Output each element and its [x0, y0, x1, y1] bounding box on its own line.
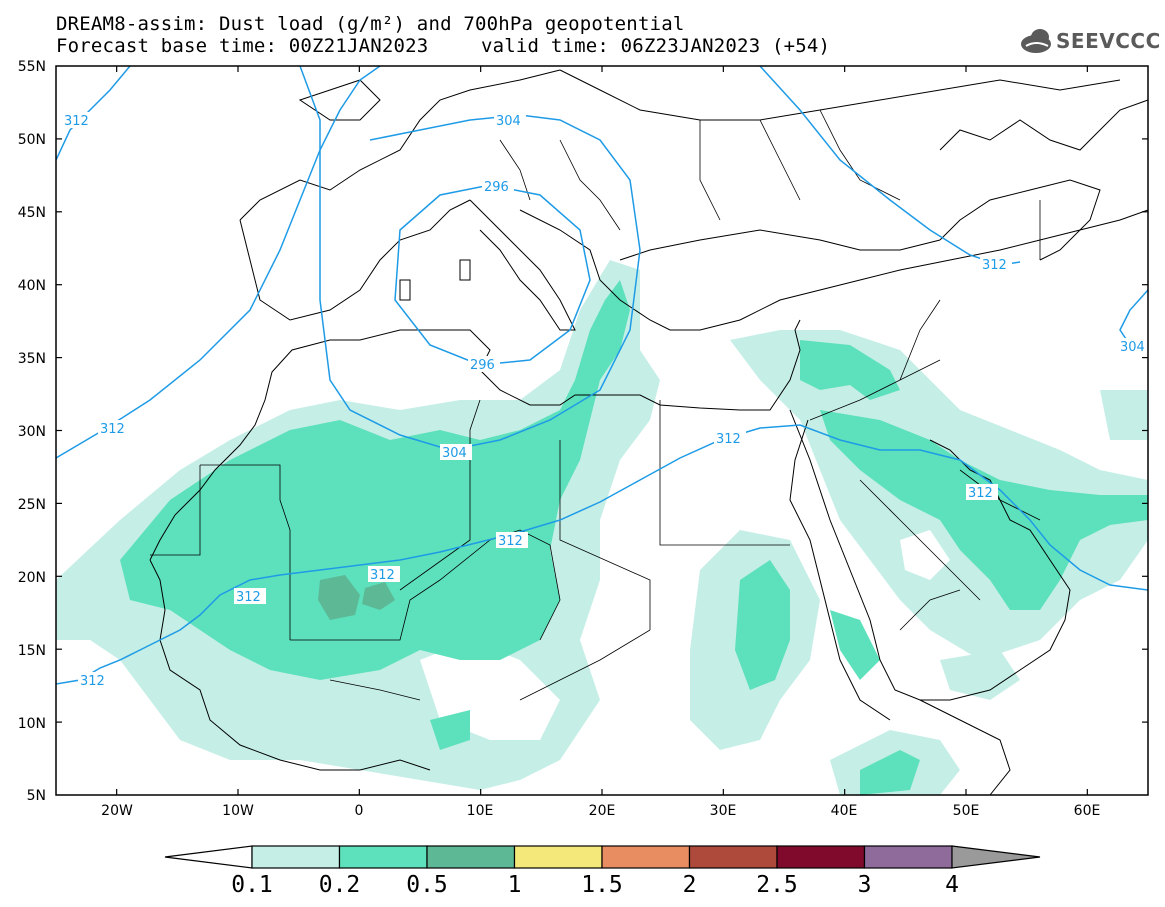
contour-label: 312	[370, 568, 395, 583]
geopotential-contours	[56, 66, 1148, 685]
colorbar-label: 0.2	[318, 872, 361, 898]
colorbar-label: 1.5	[581, 872, 623, 898]
lat-label: 5N	[27, 788, 46, 804]
contour-label: 312	[982, 258, 1007, 273]
colorbar-high-arrow	[951, 845, 1041, 869]
lon-label: 0	[355, 803, 364, 819]
colorbar-box	[601, 845, 691, 869]
colorbar-label: 1	[507, 872, 522, 898]
lon-label: 10E	[467, 803, 494, 819]
lat-label: 35N	[18, 351, 46, 367]
dust-medium-region	[120, 280, 1148, 795]
colorbar-label: 3	[857, 872, 872, 898]
cloud-icon	[1021, 29, 1051, 53]
lon-label: 60E	[1074, 803, 1101, 819]
colorbar-box	[776, 845, 866, 869]
contour-label: 304	[1120, 340, 1145, 355]
contour-label: 312	[100, 422, 125, 437]
lat-label: 45N	[18, 205, 46, 221]
lon-label: 50E	[953, 803, 980, 819]
lon-label: 30E	[710, 803, 737, 819]
lat-label: 55N	[18, 59, 46, 75]
colorbar	[164, 845, 1041, 869]
contour-label: 304	[442, 446, 467, 461]
colorbar-label: 4	[945, 872, 959, 898]
lat-label: 15N	[18, 643, 46, 659]
contour-label: 304	[496, 114, 521, 129]
logo-text: SEEVCCC	[1056, 29, 1161, 53]
colorbar-low-arrow	[164, 845, 253, 869]
colorbar-box	[426, 845, 516, 869]
colorbar-label: 2	[682, 872, 697, 898]
colorbar-label: 0.5	[406, 872, 448, 898]
country-borders	[150, 109, 1041, 701]
map-title: DREAM8-assim: Dust load (g/m²) and 700hP…	[56, 13, 685, 35]
lat-label: 30N	[18, 424, 46, 440]
colorbar-box	[251, 845, 341, 869]
colorbar-box	[863, 845, 953, 869]
lon-label: 10W	[222, 803, 254, 819]
contour-label: 296	[484, 180, 509, 195]
colorbar-box	[338, 845, 428, 869]
lat-label: 40N	[18, 278, 46, 294]
contour-label: 312	[498, 534, 523, 549]
colorbar-label: 2.5	[756, 872, 798, 898]
contour-label: 296	[470, 358, 495, 373]
dust-dark-region	[318, 575, 395, 620]
logo	[1021, 29, 1051, 53]
colorbar-box	[513, 845, 603, 869]
contour-label: 312	[716, 432, 741, 447]
contour-label: 312	[968, 486, 993, 501]
forecast-base-time: Forecast base time: 00Z21JAN2023	[56, 35, 429, 57]
lon-label: 40E	[831, 803, 858, 819]
colorbar-box	[688, 845, 778, 869]
valid-time: valid time: 06Z23JAN2023 (+54)	[481, 35, 831, 57]
lat-label: 25N	[18, 497, 46, 513]
lat-label: 50N	[18, 132, 46, 148]
contour-label: 312	[64, 114, 89, 129]
lon-label: 20E	[589, 803, 616, 819]
contour-label: 312	[236, 590, 261, 605]
colorbar-label: 0.1	[231, 872, 273, 898]
contour-label: 312	[80, 674, 105, 689]
lat-label: 20N	[18, 570, 46, 586]
lon-label: 20W	[101, 803, 133, 819]
lat-label: 10N	[18, 716, 46, 732]
